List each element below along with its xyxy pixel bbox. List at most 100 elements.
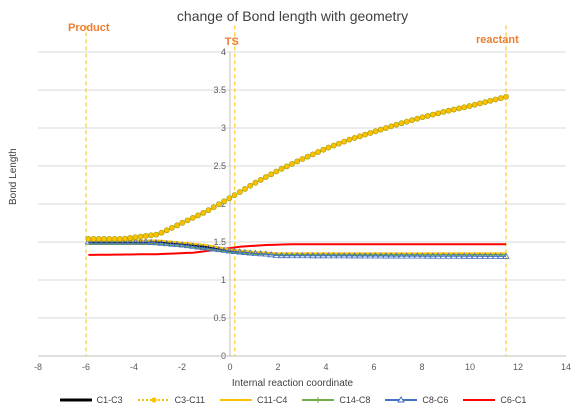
- data-point: [142, 233, 149, 239]
- data-point: [122, 235, 128, 242]
- data-point: [356, 133, 363, 140]
- data-point: [444, 252, 453, 259]
- data-point: [350, 252, 359, 259]
- data-point: [168, 240, 176, 247]
- data-point: [272, 251, 281, 258]
- legend-swatch: [302, 397, 335, 403]
- data-point: [105, 238, 113, 245]
- x-tick-label: -2: [178, 362, 186, 372]
- data-point: [136, 238, 145, 245]
- data-point: [434, 252, 442, 259]
- data-point: [481, 252, 489, 259]
- x-tick-label: 14: [561, 362, 571, 372]
- data-point: [199, 243, 207, 251]
- data-point: [289, 161, 295, 167]
- data-point: [231, 192, 238, 199]
- data-point: [403, 118, 410, 125]
- data-point: [174, 222, 181, 229]
- data-point: [209, 245, 218, 252]
- data-point: [471, 101, 478, 108]
- data-point: [408, 252, 416, 259]
- data-point: [236, 248, 244, 255]
- data-point: [246, 249, 254, 256]
- data-point: [299, 156, 306, 162]
- data-point: [268, 171, 274, 178]
- legend-item: C11-C4: [219, 395, 287, 405]
- legend-item: C6-C1: [462, 395, 526, 405]
- data-point: [173, 240, 181, 248]
- data-point: [502, 252, 510, 259]
- data-point: [492, 96, 499, 103]
- data-point: [226, 195, 233, 202]
- data-point: [476, 100, 483, 107]
- data-point: [262, 174, 269, 180]
- data-point: [309, 252, 317, 259]
- data-point: [419, 114, 426, 121]
- data-point: [116, 238, 124, 245]
- y-tick-label: 1: [221, 275, 226, 285]
- data-point: [423, 252, 432, 259]
- data-point: [456, 105, 462, 112]
- legend-item: C1-C3: [59, 395, 123, 405]
- data-point: [184, 217, 191, 224]
- data-point: [325, 144, 332, 151]
- data-point: [309, 151, 316, 158]
- data-point: [497, 252, 505, 259]
- series-C3-C11: [85, 93, 509, 242]
- data-point: [200, 210, 207, 216]
- data-point: [147, 238, 155, 245]
- data-point: [205, 207, 212, 214]
- data-point: [503, 93, 509, 100]
- data-point: [393, 121, 400, 128]
- data-point: [324, 252, 333, 259]
- legend-item: C3-C11: [137, 395, 205, 405]
- data-point: [383, 125, 389, 131]
- data-point: [320, 146, 327, 153]
- data-point: [251, 249, 260, 256]
- x-tick-label: -6: [82, 362, 90, 372]
- x-tick-label: 10: [465, 362, 475, 372]
- data-point: [345, 252, 354, 259]
- data-point: [439, 252, 448, 259]
- data-point: [340, 252, 348, 259]
- data-point: [424, 113, 431, 119]
- data-point: [371, 252, 380, 259]
- data-point: [283, 251, 291, 259]
- data-point: [304, 153, 311, 160]
- data-point: [288, 251, 296, 259]
- data-point: [220, 246, 228, 253]
- data-point: [283, 163, 290, 170]
- data-point: [221, 198, 228, 205]
- data-point: [158, 229, 165, 236]
- legend-swatch: [59, 398, 92, 402]
- data-point: [242, 185, 248, 192]
- data-point: [189, 242, 197, 249]
- data-point: [362, 131, 368, 138]
- data-point: [361, 252, 369, 259]
- data-point: [106, 236, 113, 242]
- data-point: [476, 252, 484, 259]
- series-line: [88, 96, 507, 240]
- series-C8-C6: [84, 238, 510, 259]
- data-point: [126, 238, 134, 245]
- data-point: [204, 244, 213, 251]
- data-point: [377, 252, 385, 259]
- data-point: [157, 239, 166, 246]
- series-line: [88, 243, 506, 256]
- data-point: [90, 236, 97, 242]
- data-point: [116, 236, 123, 242]
- data-point: [351, 135, 358, 141]
- y-tick-label: 0.5: [213, 313, 226, 323]
- data-point: [346, 136, 353, 143]
- data-point: [455, 252, 463, 259]
- data-point: [132, 234, 139, 241]
- data-point: [95, 238, 103, 245]
- y-axis-label: Bond Length: [8, 148, 19, 205]
- data-point: [435, 110, 442, 117]
- data-point: [470, 252, 479, 259]
- data-point: [215, 201, 222, 208]
- y-tick-label: 4: [221, 47, 226, 57]
- data-point: [461, 104, 468, 111]
- data-point: [397, 252, 406, 259]
- data-point: [392, 252, 401, 259]
